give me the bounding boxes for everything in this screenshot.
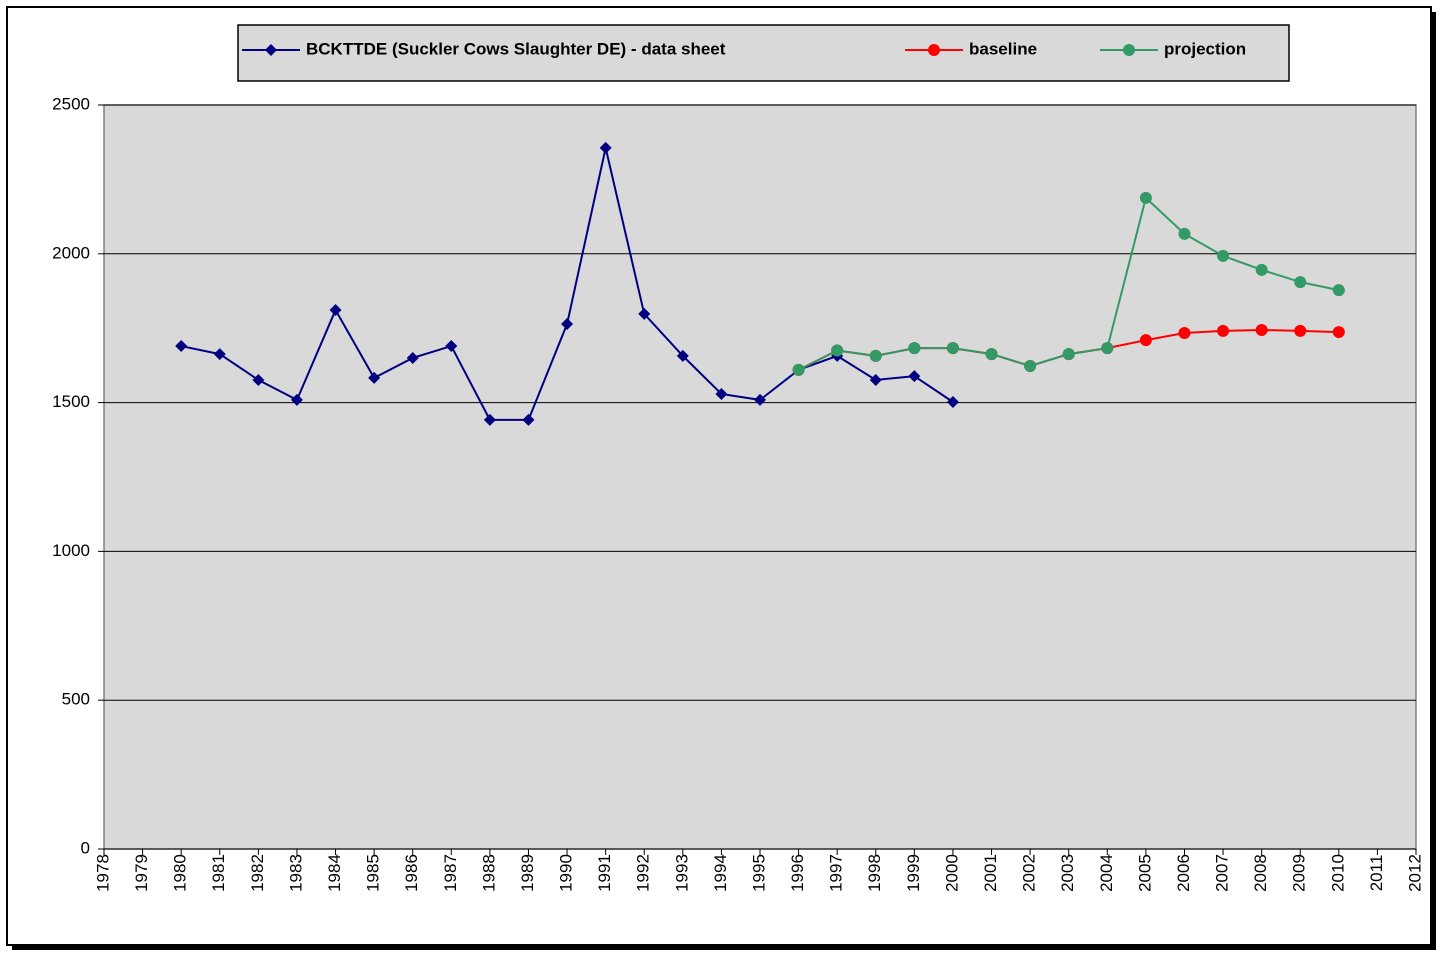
data-point: [329, 304, 342, 317]
data-point: [445, 340, 458, 353]
legend-label: projection: [1164, 39, 1246, 58]
data-point: [869, 373, 882, 386]
data-point: [946, 396, 959, 409]
x-tick-label: 2005: [1135, 854, 1154, 892]
x-tick-label: 1982: [248, 854, 267, 892]
x-tick-label: 2007: [1213, 854, 1232, 892]
x-tick-label: 2012: [1405, 854, 1424, 892]
x-tick-label: 1983: [286, 854, 305, 892]
legend-label: BCKTTDE (Suckler Cows Slaughter DE) - da…: [306, 39, 726, 58]
x-tick-label: 1999: [904, 854, 923, 892]
data-point: [1217, 324, 1230, 337]
x-tick-label: 1980: [171, 854, 190, 892]
data-point: [638, 307, 651, 320]
legend-marker: [265, 44, 277, 56]
data-point: [1024, 359, 1037, 372]
legend-marker: [1123, 44, 1135, 56]
data-point: [715, 387, 728, 400]
data-point: [831, 344, 844, 357]
legend-marker: [928, 44, 940, 56]
x-tick-label: 2001: [981, 854, 1000, 892]
legend-label: baseline: [969, 39, 1037, 58]
data-point: [792, 363, 805, 376]
data-point: [290, 393, 303, 406]
x-tick-label: 2002: [1020, 854, 1039, 892]
data-point: [1294, 276, 1307, 289]
data-point: [1178, 227, 1191, 240]
x-tick-label: 2009: [1290, 854, 1309, 892]
data-point: [368, 371, 381, 384]
x-tick-label: 2006: [1174, 854, 1193, 892]
y-tick-label: 1500: [52, 392, 90, 411]
data-point: [561, 318, 574, 331]
data-point: [1217, 249, 1230, 262]
data-point: [1332, 326, 1345, 339]
x-tick-label: 2010: [1328, 854, 1347, 892]
data-point: [522, 413, 535, 426]
x-tick-label: 1987: [441, 854, 460, 892]
y-tick-label: 500: [62, 690, 90, 709]
x-tick-label: 1998: [865, 854, 884, 892]
y-tick-label: 2000: [52, 243, 90, 262]
x-tick-label: 1997: [827, 854, 846, 892]
x-tick-label: 1991: [595, 854, 614, 892]
data-point: [599, 141, 612, 154]
x-tick-label: 2008: [1251, 854, 1270, 892]
y-tick-label: 0: [81, 838, 90, 857]
x-tick-label: 1978: [93, 854, 112, 892]
x-tick-label: 2000: [942, 854, 961, 892]
x-tick-label: 1989: [518, 854, 537, 892]
x-tick-label: 1979: [132, 854, 151, 892]
data-point: [946, 342, 959, 355]
data-point: [483, 413, 496, 426]
data-point: [908, 342, 921, 355]
data-point: [1139, 334, 1152, 347]
data-point: [213, 348, 226, 361]
x-tick-label: 1994: [711, 854, 730, 892]
data-point: [676, 349, 689, 362]
x-tick-label: 1984: [325, 854, 344, 892]
x-tick-label: 1981: [209, 854, 228, 892]
data-point: [1178, 326, 1191, 339]
y-tick-label: 1000: [52, 541, 90, 560]
data-point: [754, 393, 766, 406]
plot-area: [103, 104, 1417, 850]
x-tick-label: 1993: [672, 854, 691, 892]
data-point: [908, 370, 921, 383]
data-point: [1255, 323, 1268, 336]
data-point: [1294, 324, 1307, 337]
y-tick-label: 2500: [52, 94, 90, 113]
data-point: [252, 373, 265, 386]
x-tick-label: 1988: [479, 854, 498, 892]
x-tick-label: 2003: [1058, 854, 1077, 892]
data-point: [175, 340, 188, 353]
data-point: [1332, 284, 1345, 297]
x-tick-label: 2011: [1367, 855, 1386, 892]
legend: [237, 24, 1290, 82]
x-tick-label: 1996: [788, 854, 807, 892]
data-point: [1101, 342, 1114, 355]
data-point: [869, 349, 882, 362]
data-point: [985, 348, 998, 361]
x-tick-label: 1985: [364, 854, 383, 892]
data-point: [1062, 348, 1075, 361]
data-point: [1139, 191, 1152, 204]
data-point: [1255, 263, 1268, 276]
x-tick-label: 1990: [557, 854, 576, 892]
data-point: [406, 351, 419, 364]
x-tick-label: 2004: [1097, 854, 1116, 892]
x-tick-label: 1986: [402, 854, 421, 892]
x-tick-label: 1995: [749, 854, 768, 892]
x-tick-label: 1992: [634, 854, 653, 892]
